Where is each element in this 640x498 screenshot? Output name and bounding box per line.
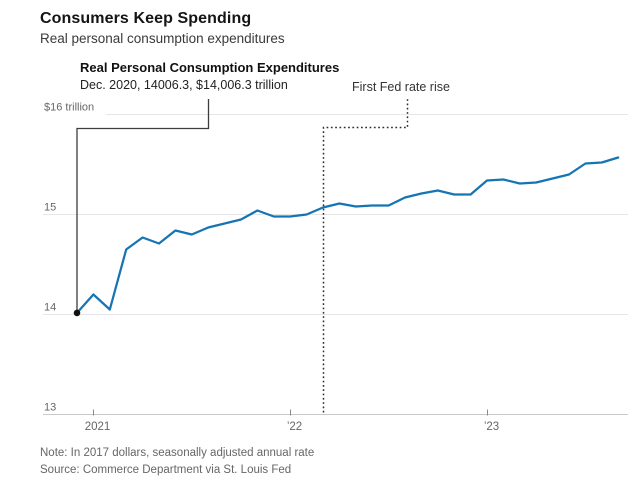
x-axis-tick-label: 2021 — [85, 421, 111, 433]
y-axis-tick-label: 14 — [44, 302, 56, 314]
y-axis-tick-label: 13 — [44, 402, 56, 414]
chart-title: Consumers Keep Spending — [40, 10, 252, 27]
tooltip-value: Dec. 2020, 14006.3, $14,006.3 trillion — [80, 78, 288, 92]
tooltip-leader-line — [76, 99, 210, 313]
x-axis-tick-label: ’23 — [484, 421, 499, 433]
pce-data-line[interactable] — [75, 156, 620, 315]
y-axis-tick-label: $16 trillion — [44, 102, 94, 114]
highlighted-data-point-marker[interactable] — [73, 309, 81, 317]
fed-rate-dotted-line — [322, 99, 409, 413]
tooltip-series-name: Real Personal Consumption Expenditures — [80, 60, 340, 75]
y-axis-tick-label: 15 — [44, 202, 56, 214]
fed-rate-annotation-label: First Fed rate rise — [352, 80, 450, 94]
tooltip: Real Personal Consumption Expenditures D… — [80, 60, 339, 92]
chart-subtitle: Real personal consumption expenditures — [40, 31, 285, 46]
x-axis-tick-label: ’22 — [287, 421, 302, 433]
note-text: Note: In 2017 dollars, seasonally adjust… — [40, 447, 315, 459]
source-text: Source: Commerce Department via St. Loui… — [40, 464, 292, 476]
